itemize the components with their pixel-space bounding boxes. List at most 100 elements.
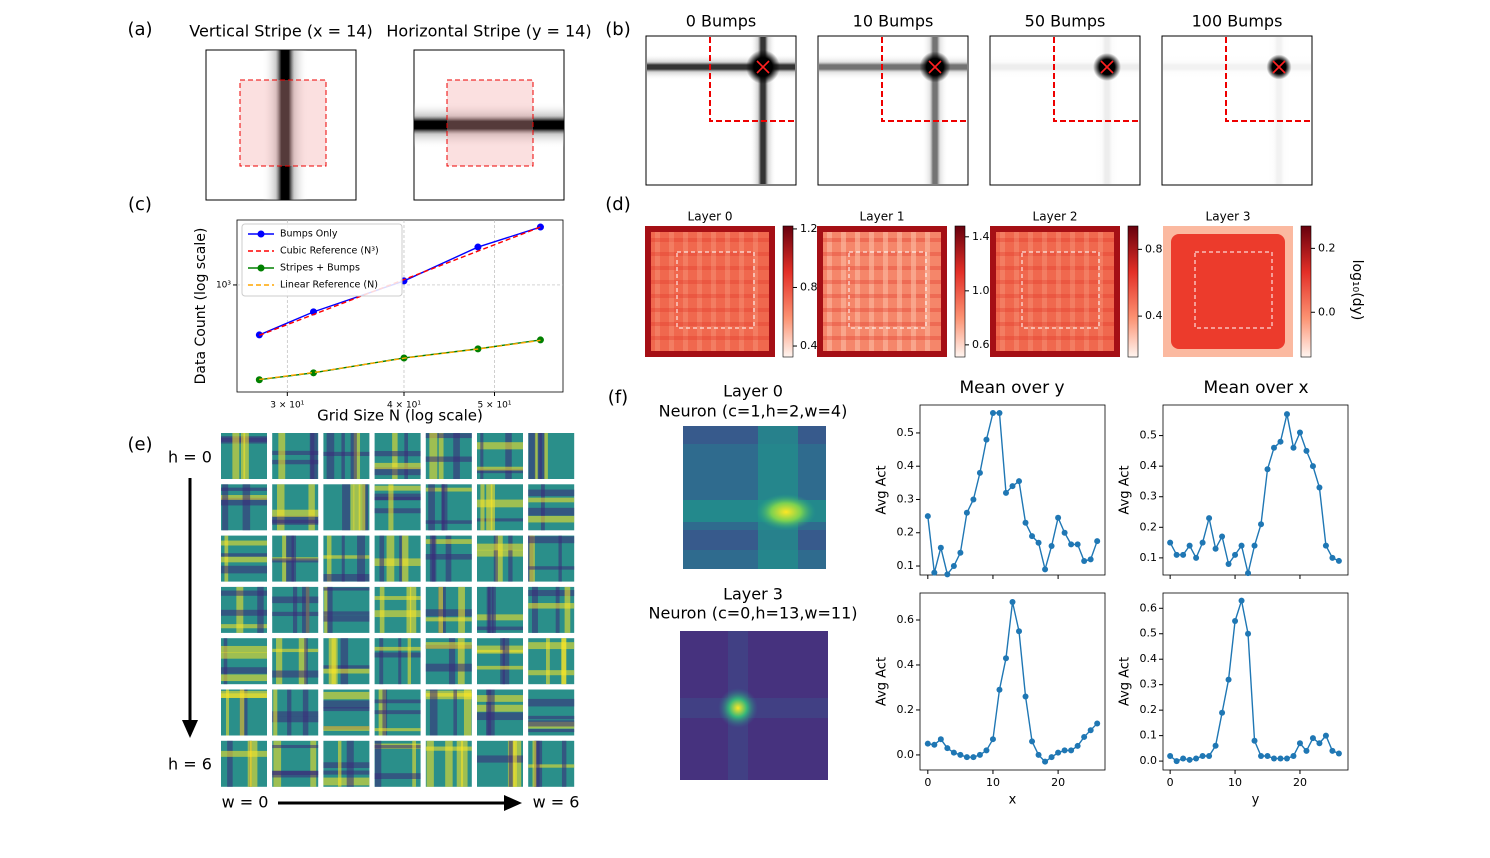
point (1186, 542, 1193, 549)
filter-band (528, 433, 536, 479)
filter-band (341, 433, 345, 479)
point (1074, 742, 1081, 749)
point (1022, 519, 1029, 526)
filter-band (323, 451, 370, 457)
filter-band (221, 645, 267, 653)
point (1335, 557, 1342, 564)
heatmap-band (1000, 232, 1005, 351)
row-label: h = 0 (168, 448, 212, 467)
y-tick-label: 0.0 (897, 748, 915, 761)
neuron-title: Neuron (c=0,h=13,w=11) (649, 604, 858, 623)
filter-band (500, 638, 505, 685)
filter-band (221, 624, 267, 629)
y-tick-label: 0.0 (1140, 754, 1158, 767)
filter-band (278, 433, 286, 479)
y-tick-label: 0.2 (1140, 520, 1158, 533)
filter-band (477, 499, 523, 508)
point (976, 751, 983, 758)
point (1264, 466, 1271, 473)
filter-band (221, 609, 267, 616)
x-tick-label: 3 × 10¹ (270, 401, 304, 411)
filter-band (353, 433, 361, 479)
point (1219, 533, 1226, 540)
heatmap-band (897, 232, 902, 351)
heatmap-band (1070, 232, 1075, 351)
filter-band (477, 649, 523, 654)
filter-band (272, 596, 319, 604)
series-line (259, 339, 541, 381)
filter-band (272, 450, 319, 455)
point (1180, 755, 1187, 762)
filter-band (425, 520, 472, 524)
filter-band (221, 667, 267, 674)
filter-band (350, 433, 357, 479)
point (937, 736, 944, 743)
point (1283, 755, 1290, 762)
heatmap-band (996, 280, 1114, 284)
region-edge (1053, 37, 1139, 122)
heatmap-core (651, 232, 769, 351)
filter-band (533, 740, 540, 787)
heatmap-core (1171, 234, 1285, 349)
filter-tile (477, 586, 523, 633)
colorbar-tick-label: 1.2 (800, 222, 818, 235)
filter-band (374, 745, 421, 749)
filter-band (374, 485, 421, 491)
point (1042, 566, 1049, 573)
region-edge (1225, 37, 1311, 122)
filter-band (508, 535, 513, 582)
heatmap-band (739, 232, 744, 351)
filter-band (337, 740, 342, 787)
filter-band (221, 540, 267, 546)
heatmap-band (651, 238, 769, 242)
point (950, 749, 957, 756)
point (1206, 515, 1213, 522)
filter-band (272, 459, 319, 465)
heatmap-band (823, 308, 941, 312)
filter-band (528, 642, 575, 650)
point (1055, 749, 1062, 756)
filter-band (399, 535, 403, 582)
panel-label: (a) (127, 19, 152, 40)
filter-band (272, 509, 319, 517)
heatmap-band (655, 232, 660, 351)
point (1002, 489, 1009, 496)
filter-band (340, 638, 349, 685)
filter-band (425, 539, 472, 544)
filter-band (564, 586, 571, 633)
point (963, 754, 970, 761)
colorbar-tick-label: 0.2 (1318, 241, 1336, 254)
point (1309, 463, 1316, 470)
y-axis-label: Avg Act (875, 657, 890, 706)
image-title: 10 Bumps (853, 12, 934, 31)
filter-band (426, 740, 434, 787)
heatmap-band (1042, 232, 1047, 351)
point (957, 549, 964, 556)
filter-band (555, 586, 560, 633)
x-axis-label: Grid Size N (log scale) (317, 407, 483, 425)
arrow-head (182, 720, 198, 738)
heatmap-band (683, 232, 688, 351)
point (1016, 478, 1023, 485)
point (963, 509, 970, 516)
heatmap-band (823, 336, 941, 340)
region-edge (881, 37, 967, 122)
point (1009, 598, 1016, 605)
filter-band (273, 740, 282, 787)
colorbar (1300, 225, 1312, 358)
filter-band (425, 456, 472, 462)
y-tick-label: 0.1 (1140, 551, 1158, 564)
filter-band (323, 707, 370, 712)
filter-band (514, 740, 522, 787)
filter-band (323, 587, 370, 591)
filter-band (272, 716, 319, 723)
filter-band (412, 740, 416, 787)
filter-band (342, 484, 351, 531)
filter-band (480, 433, 484, 479)
point (1061, 747, 1068, 754)
filter-band (425, 746, 472, 751)
point (924, 740, 931, 747)
neuron-peak (718, 688, 758, 728)
target-cross (1100, 60, 1114, 74)
filter-band (528, 590, 575, 597)
